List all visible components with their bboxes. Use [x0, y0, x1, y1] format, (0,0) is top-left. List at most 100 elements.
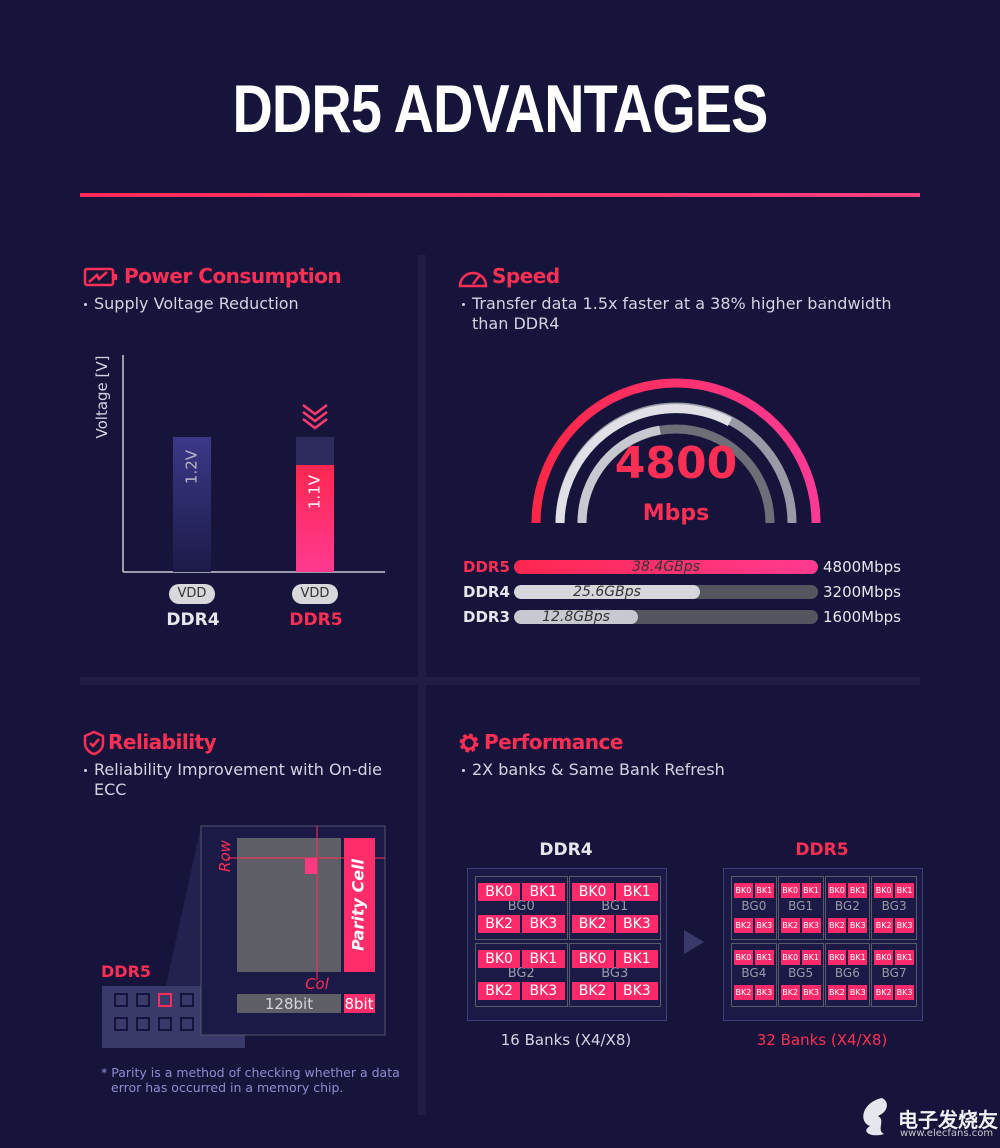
bank: BK0	[478, 883, 521, 901]
section-subtitle: Reliability Improvement with On-die ECC	[84, 760, 394, 800]
bank: BK2	[874, 985, 894, 1000]
bank: BK2	[478, 982, 521, 1000]
bar-reduction	[296, 437, 334, 465]
bank: BK0	[571, 883, 614, 901]
bank: BK3	[615, 982, 658, 1000]
section-subtitle: Transfer data 1.5x faster at a 38% highe…	[462, 294, 912, 334]
divider	[80, 677, 920, 685]
bank: BK2	[478, 915, 521, 933]
bank: BK3	[522, 915, 565, 933]
caption: 16 Banks (X4/X8)	[500, 1031, 632, 1049]
bank: BK1	[895, 950, 914, 965]
memory-title: DDR4	[539, 840, 593, 860]
bank-group: BG0 BK0 BK1 BK2 BK3	[475, 876, 568, 940]
section-heading: Reliability	[108, 730, 217, 754]
group-name: BG5	[788, 966, 814, 980]
section-heading: Performance	[484, 730, 623, 754]
group-name: BG2	[834, 899, 860, 913]
bank: BK1	[801, 883, 821, 898]
group-name: BG0	[507, 899, 535, 914]
speed-bar: 25.6GBps	[514, 585, 700, 599]
section-subtitle: Supply Voltage Reduction	[84, 294, 299, 314]
bank: BK2	[571, 915, 614, 933]
bank: BK3	[801, 985, 821, 1000]
watermark-name: 电子发烧友	[898, 1108, 998, 1132]
bank: BK1	[522, 883, 565, 901]
bank: BK3	[522, 982, 565, 1000]
bank: BK2	[780, 985, 800, 1000]
bank: BK1	[522, 950, 565, 968]
bank-box: BG0 BK0 BK1 BK2 BK3 BG1 BK0 BK1 BK2 BK3 BG2 BK0 BK1 B…	[723, 868, 923, 1021]
bank: BK3	[895, 918, 914, 933]
bank: BK3	[848, 918, 868, 933]
gauge-arc	[531, 378, 821, 524]
watermark-url: www.elecfans.com	[900, 1128, 994, 1139]
bank: BK1	[895, 883, 914, 898]
bank: BK3	[848, 985, 868, 1000]
chevron	[302, 404, 328, 430]
bank-group: BG4 BK0 BK1 BK2 BK3	[731, 943, 777, 1007]
bank: BK1	[754, 950, 774, 965]
row-label: Row	[216, 839, 234, 872]
rate: 3200Mbps	[823, 583, 901, 601]
bank: BK2	[734, 985, 753, 1000]
gauge: 4800 Mbps	[531, 378, 821, 526]
bar-name: DDR4	[166, 610, 220, 630]
col-label: Col	[305, 975, 330, 993]
axis-label: Voltage [V]	[93, 356, 111, 439]
group-name: BG1	[788, 899, 814, 913]
group-name: BG1	[601, 899, 629, 914]
bank-group: BG1 BK0 BK1 BK2 BK3	[568, 876, 661, 940]
bank: BK1	[615, 883, 658, 901]
bank: BK0	[734, 950, 753, 965]
row-name: DDR4	[463, 583, 510, 601]
bank: BK1	[801, 950, 821, 965]
tag: VDD	[292, 584, 338, 604]
bank: BK3	[754, 918, 774, 933]
bank-group: BG3 BK0 BK1 BK2 BK3	[871, 876, 917, 940]
gauge-unit: Mbps	[643, 501, 709, 526]
tag: VDD	[169, 584, 215, 604]
rate: 1600Mbps	[823, 608, 901, 626]
footnote-line: error has occurred in a memory chip.	[111, 1080, 344, 1095]
bank: BK0	[827, 950, 847, 965]
bar-name: DDR5	[289, 610, 343, 630]
shield-icon	[83, 730, 105, 756]
speed-track: 38.4GBps	[514, 560, 818, 574]
group-name: BG7	[881, 966, 907, 980]
bank: BK3	[801, 918, 821, 933]
data-bits: 128bit	[265, 995, 313, 1013]
gauge-value: 4800	[615, 438, 737, 489]
arrow	[684, 930, 704, 954]
bank: BK1	[848, 883, 868, 898]
bank: BK0	[571, 950, 614, 968]
voltage-chart: Voltage [V] 1.2V 1.1V	[93, 355, 385, 573]
bank: BK2	[827, 985, 847, 1000]
bank: BK2	[734, 918, 753, 933]
bank-group: BG0 BK0 BK1 BK2 BK3	[731, 876, 777, 940]
bank: BK3	[754, 985, 774, 1000]
title-rule	[80, 193, 920, 197]
bank: BK2	[780, 918, 800, 933]
group-name: BG0	[741, 899, 767, 913]
bar	[173, 437, 211, 572]
logo	[863, 1098, 887, 1136]
bank-group: BG5 BK0 BK1 BK2 BK3	[777, 943, 824, 1007]
parity-label: Parity Cell	[349, 858, 368, 951]
power-icon	[83, 267, 117, 287]
group-name: BG6	[834, 966, 860, 980]
bank: BK3	[895, 985, 914, 1000]
section-heading: Power Consumption	[124, 264, 342, 288]
footnote: * Parity is a method of checking whether…	[101, 1065, 400, 1095]
speed-bar: 38.4GBps	[514, 560, 818, 574]
group-name: BG2	[507, 966, 535, 981]
bank-group: BG7 BK0 BK1 BK2 BK3	[871, 943, 917, 1007]
bar-label: 1.1V	[306, 474, 324, 509]
bank: BK3	[615, 915, 658, 933]
row-name: DDR5	[463, 558, 510, 576]
bank-group: BG3 BK0 BK1 BK2 BK3	[568, 943, 661, 1007]
group-name: BG3	[601, 966, 629, 981]
speed-track: 12.8GBps	[514, 610, 818, 624]
memory-title: DDR5	[795, 840, 849, 860]
group-name: BG4	[741, 966, 767, 980]
